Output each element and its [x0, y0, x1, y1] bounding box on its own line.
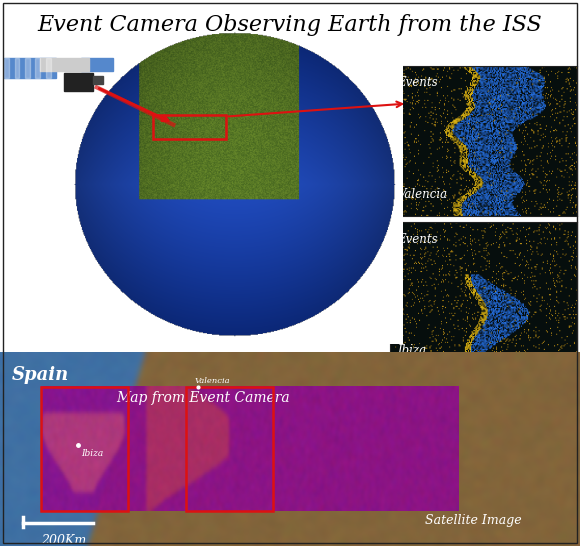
Bar: [153, 115, 226, 139]
Text: Event Camera Observing Earth from the ISS: Event Camera Observing Earth from the IS…: [38, 14, 542, 35]
Bar: [14, 58, 19, 78]
Bar: [93, 76, 103, 84]
Bar: [41, 387, 128, 511]
Text: Ibiza: Ibiza: [397, 345, 426, 358]
Text: Events: Events: [397, 233, 438, 246]
Bar: [4, 58, 9, 78]
Bar: [35, 58, 40, 78]
Text: Ibiza: Ibiza: [81, 449, 103, 458]
Bar: [4, 58, 56, 78]
Bar: [46, 58, 51, 78]
Bar: [64, 73, 93, 91]
Text: Map from Event Camera: Map from Event Camera: [116, 391, 290, 405]
Bar: [41, 58, 89, 71]
Bar: [81, 58, 113, 71]
Text: 200Km: 200Km: [41, 535, 86, 546]
Text: Events: Events: [397, 76, 438, 89]
Text: Spain: Spain: [12, 366, 69, 384]
Text: Valencia: Valencia: [194, 377, 230, 385]
Text: Valencia: Valencia: [397, 188, 447, 201]
Bar: [186, 387, 273, 511]
Text: Satellite Image: Satellite Image: [425, 514, 522, 526]
Bar: [25, 58, 30, 78]
